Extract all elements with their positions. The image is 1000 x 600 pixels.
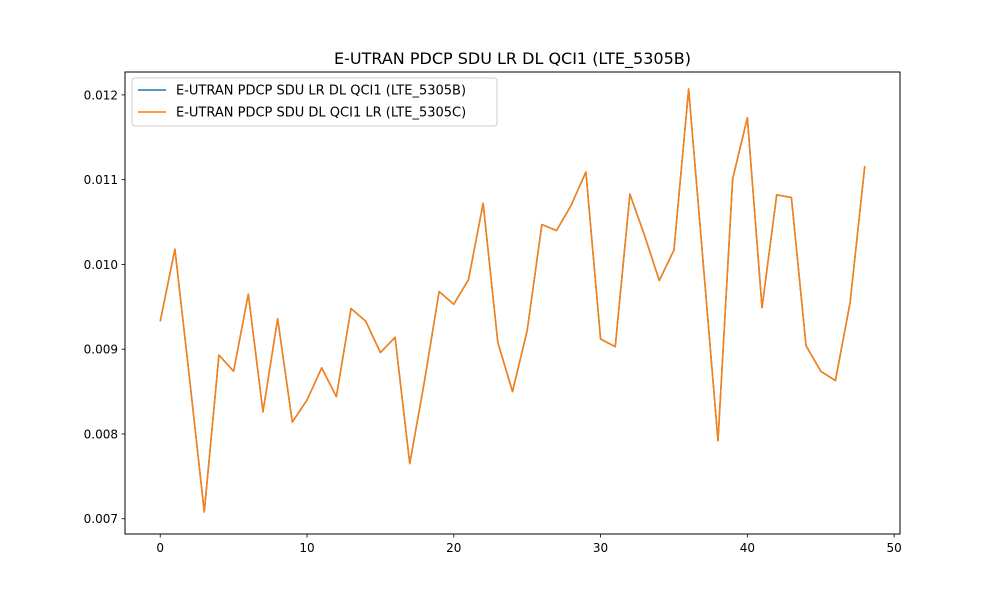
x-tick-label: 30: [593, 541, 608, 555]
x-axis: 0 10 20 30 40 50: [156, 534, 902, 555]
legend-label-series-2: E-UTRAN PDCP SDU DL QCI1 LR (LTE_5305C): [176, 106, 466, 121]
legend-box: [131, 77, 498, 127]
x-tick-label: 20: [446, 541, 461, 555]
y-tick-label: 0.007: [84, 512, 118, 526]
y-tick-label: 0.008: [84, 427, 118, 441]
series-layer: [159, 88, 866, 513]
y-axis: 0.007 0.008 0.009 0.010 0.011 0.012: [84, 88, 125, 526]
y-tick-label: 0.012: [84, 88, 118, 102]
legend: E-UTRAN PDCP SDU LR DL QCI1 (LTE_5305B) …: [131, 77, 498, 127]
plot-area: 0 10 20 30 40 50 0.0070.0080.0090.0100.0110.0…: [84, 71, 902, 555]
legend-label-series-1: E-UTRAN PDCP SDU LR DL QCI1 (LTE_5305B): [176, 84, 466, 99]
axes-frame: [124, 71, 901, 535]
x-tick-label: 50: [886, 541, 901, 555]
series-line-2: [159, 88, 866, 513]
y-tick-label: 0.009: [84, 343, 118, 357]
y-tick-label: 0.010: [84, 258, 118, 272]
x-tick-label: 10: [299, 541, 314, 555]
x-tick-label: 40: [740, 541, 755, 555]
x-tick-label: 0: [156, 541, 164, 555]
chart-title: E-UTRAN PDCP SDU LR DL QCI1 (LTE_5305B): [334, 49, 691, 69]
y-tick-label: 0.011: [84, 173, 118, 187]
